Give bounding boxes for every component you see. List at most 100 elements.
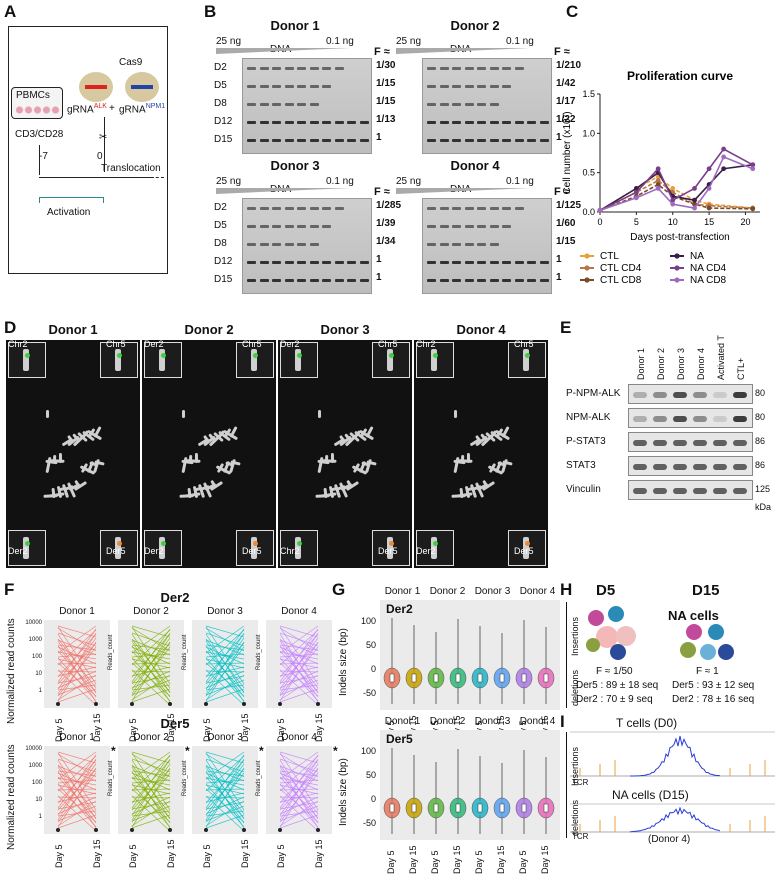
gel-band — [322, 261, 331, 264]
series-line — [599, 148, 754, 212]
inset-signal — [161, 541, 166, 546]
inset-chromosome — [159, 349, 165, 371]
g-box — [477, 803, 483, 813]
g-donor-title: Donor 3 — [474, 716, 511, 727]
gel-band — [297, 279, 306, 282]
g-insertions: Insertions — [570, 746, 580, 786]
gel-band — [272, 243, 281, 246]
gel-frequency: 1/210 — [556, 60, 582, 71]
series-point — [721, 146, 727, 152]
f-y-tick: 10 — [35, 671, 42, 677]
gel-band — [284, 279, 294, 282]
f-read-line — [279, 801, 319, 810]
gel-frequency: 1 — [376, 132, 382, 143]
f-read-line — [57, 625, 97, 638]
f-read-line — [131, 751, 171, 780]
lane-label: Donor 1 — [636, 347, 646, 380]
gel-band — [502, 261, 511, 264]
gel-band — [427, 139, 436, 142]
gel-band — [297, 207, 306, 210]
f-lines — [278, 751, 320, 832]
gel-band — [427, 225, 436, 228]
g-arrow — [566, 732, 567, 838]
wb-row — [628, 384, 753, 404]
gel-band — [284, 121, 294, 124]
g-deletions: deletions — [570, 669, 580, 706]
d15-der5: Der5 : 93 ± 12 seq — [672, 680, 755, 691]
fish-donor-title: Donor 2 — [184, 322, 234, 337]
gel-band — [502, 207, 511, 210]
f-facet-title: Donor 1 — [59, 606, 95, 617]
gel-band — [284, 67, 294, 70]
inset-label: Chr2 — [416, 339, 436, 349]
g-donor-title: Donor 4 — [519, 716, 556, 727]
plus-sign: + — [109, 103, 115, 114]
series-line — [599, 155, 754, 212]
gel-f-approx: F ≈ — [554, 46, 570, 58]
wb-band — [673, 416, 687, 422]
series-point — [655, 178, 661, 183]
chromosome — [330, 452, 335, 464]
g-block-title: Der5 — [386, 732, 413, 746]
f-read-line — [57, 688, 97, 703]
g-y-tick: 50 — [365, 770, 376, 780]
f-facet — [118, 746, 184, 834]
gel-band — [284, 261, 294, 264]
series-point — [750, 206, 756, 212]
tcr-spectratype-d15 — [570, 803, 775, 833]
wb-band — [653, 416, 667, 422]
gel-frequency: 1/17 — [556, 96, 576, 107]
g-box — [543, 673, 549, 683]
inset-signal — [25, 541, 30, 546]
f-facet — [192, 620, 258, 708]
gel-band — [259, 85, 269, 88]
gel-band — [489, 103, 499, 106]
series-point — [706, 205, 712, 211]
gel-band — [439, 207, 449, 210]
gel-25ng: 25 ng — [216, 36, 242, 47]
f-read-line — [57, 642, 97, 685]
gel-donor-title: Donor 1 — [270, 18, 320, 33]
gel-band — [322, 279, 331, 282]
g-violins — [383, 748, 555, 834]
panel-label-a: A — [4, 2, 17, 21]
f-read-line — [131, 642, 171, 685]
f-read-line — [131, 629, 171, 666]
inset-label: Der5 — [378, 546, 398, 556]
f-star: * — [185, 744, 190, 758]
gel-band — [427, 103, 436, 106]
panel-label-d: D — [4, 318, 17, 337]
gel-band — [502, 85, 511, 88]
grna-alk-bar — [85, 85, 107, 89]
f-read-line — [205, 684, 245, 691]
t-zero: 0 — [97, 151, 103, 162]
wb-row-label: P-NPM-ALK — [566, 388, 621, 399]
f-y-label-small: Reads_count — [108, 634, 114, 670]
gel-band — [464, 207, 474, 210]
f-read-line — [57, 751, 97, 780]
fish-inset — [8, 530, 46, 566]
f-read-line — [279, 625, 319, 638]
series-point — [692, 197, 697, 203]
f-facet-title: Donor 4 — [281, 732, 317, 743]
f-read-line — [131, 772, 171, 791]
f-read-line — [205, 755, 245, 792]
lane-label: CTL+ — [736, 357, 746, 380]
g-donor-title: Donor 4 — [519, 586, 556, 597]
gel-band — [452, 139, 461, 142]
legend-label: NA CD8 — [690, 275, 727, 286]
d5-der2: Der2 : 70 ± 9 seq — [576, 694, 653, 705]
gel-gradient — [216, 188, 350, 194]
series-point — [670, 201, 676, 207]
f-facet-title: Donor 3 — [207, 606, 243, 617]
inset-chromosome — [523, 349, 529, 371]
legend-label: CTL CD8 — [600, 275, 642, 286]
g-y-tick: 50 — [365, 640, 376, 650]
f-read-line — [131, 814, 171, 829]
gel-band — [247, 261, 256, 264]
g-plot: Der5 — [380, 730, 560, 840]
f-read-line — [205, 629, 245, 666]
gel-band — [539, 261, 549, 264]
f-read-line — [279, 768, 319, 811]
x-axis-label: Days post-transfection — [630, 232, 730, 243]
